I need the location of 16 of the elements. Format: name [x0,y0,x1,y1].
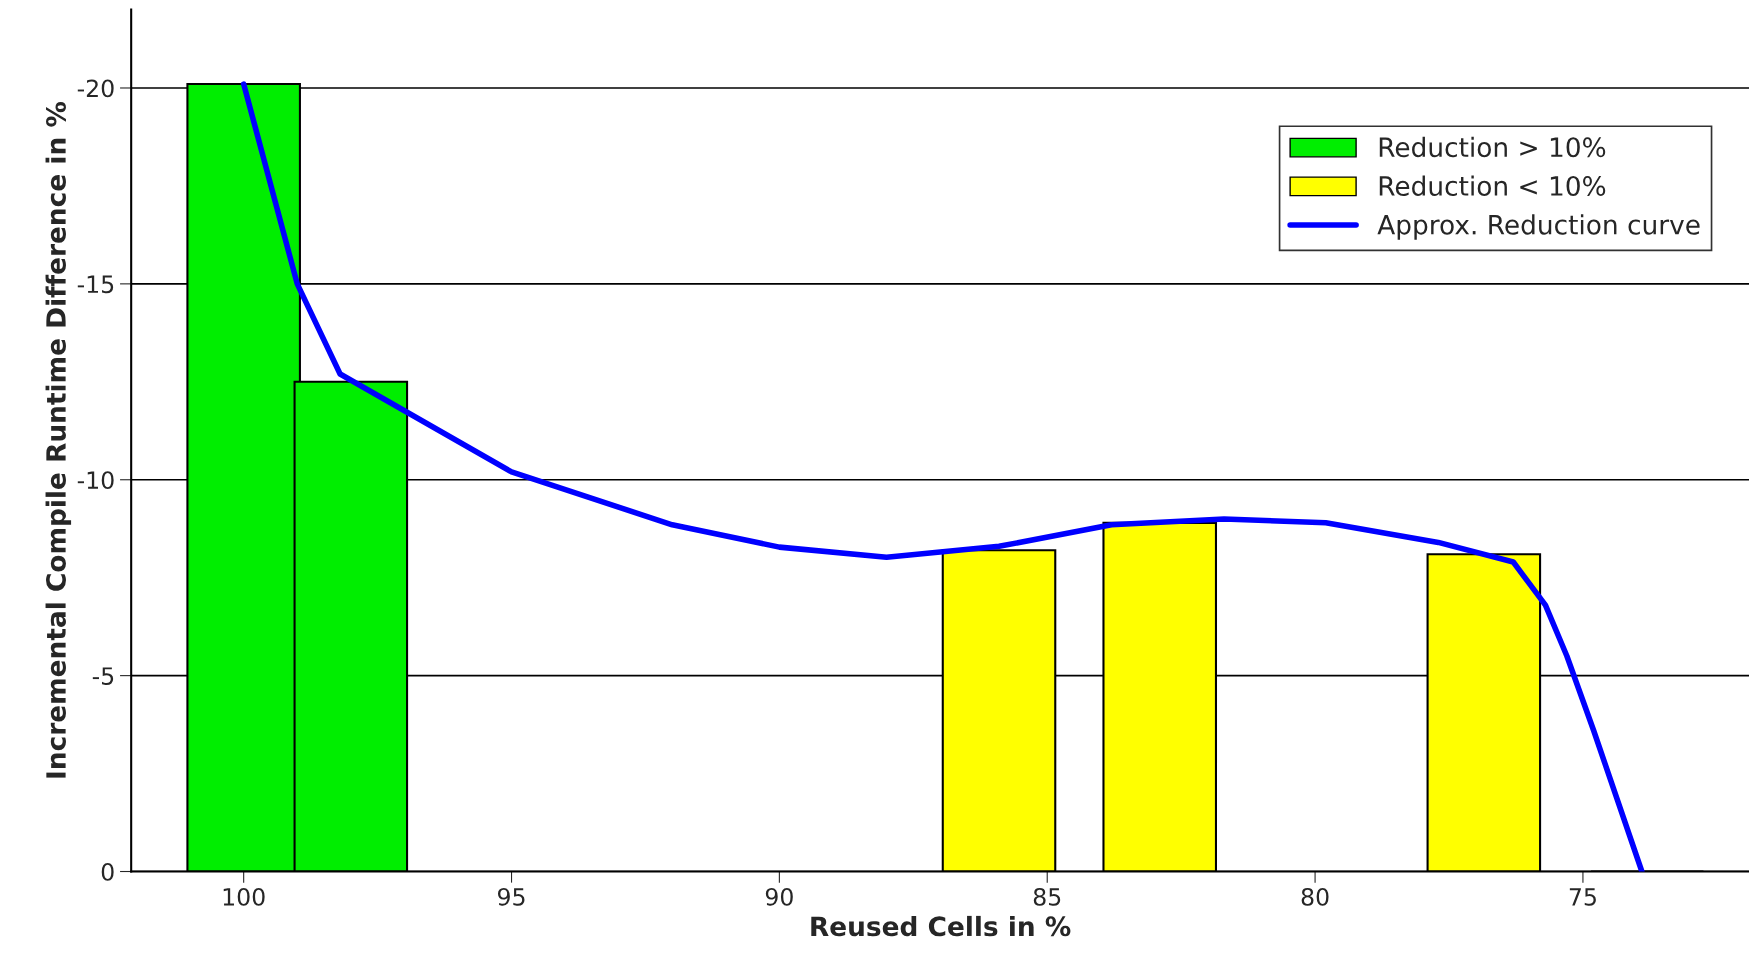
x-tick-label: 85 [1033,887,1061,906]
x-tick-label: 80 [1301,887,1329,906]
legend-label: Approx. Reduction curve [1377,214,1700,240]
x-axis-title: Reused Cells in % [811,915,1071,937]
y-axis-title: Incremental Compile Runtime Difference in % [45,101,72,778]
x-tick-label: 75 [1569,888,1596,906]
x-tick-label: 100 [223,887,265,906]
y-tick-label: -10 [77,471,114,490]
y-tick-label: -15 [77,275,114,294]
y-tick-label: -20 [77,79,114,98]
y-tick-label: 0 [101,862,114,881]
legend-label: Reduction > 10% [1379,136,1606,158]
x-tick-label: 95 [497,887,525,906]
legend-label: Reduction < 10% [1379,175,1606,196]
x-tick-label: 90 [765,887,793,906]
y-tick-label: -5 [92,667,114,685]
